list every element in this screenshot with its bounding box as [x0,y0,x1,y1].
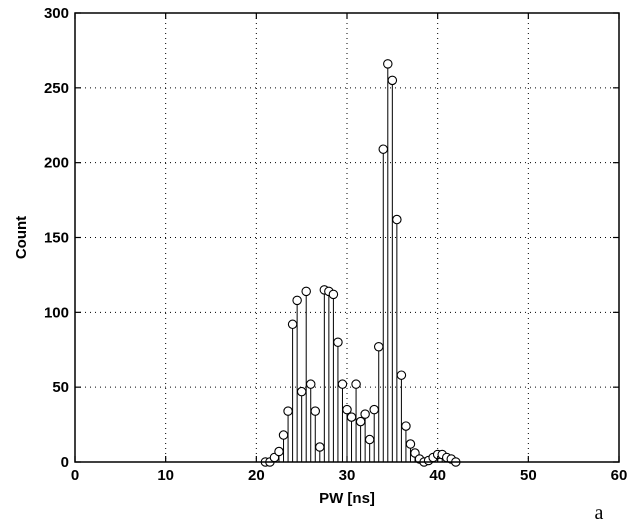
plot-frame [74,12,620,463]
stem-marker [305,379,316,389]
x-tick-label: 0 [71,467,79,484]
stem-marker [360,409,370,419]
stem-marker [292,295,302,306]
stem-marker [364,434,375,445]
stem-marker [315,442,325,452]
stem-series [260,59,461,467]
x-tick-label: 20 [248,467,265,484]
x-tick-label: 40 [429,467,446,484]
stem-marker [373,342,384,352]
y-tick-label: 0 [61,454,69,471]
y-tick-label: 200 [44,155,69,172]
stem-marker [333,337,343,348]
stem-marker [301,286,311,297]
y-tick-label: 100 [44,304,69,321]
stem-marker [392,214,402,225]
stem-marker [346,412,357,422]
x-tick-label: 30 [339,467,356,484]
y-axis-label: Count [13,216,30,259]
x-axis-label: PW [ns] [319,490,375,507]
grid [75,13,619,462]
stem-marker [401,421,411,431]
x-tick-label: 60 [611,467,628,484]
y-tick-label: 150 [44,230,69,247]
stem-marker [287,319,298,330]
stem-marker [310,406,321,416]
stem-marker [274,446,284,457]
stem-marker [355,416,366,427]
stem-marker [378,144,389,154]
panel-label: a [595,502,604,521]
axis-ticks: 0 10 20 30 40 50 60 0 50 100 150 200 250 300 [44,5,627,484]
stem-marker [337,379,348,389]
stem-marker [405,439,416,449]
stem-marker [369,404,379,415]
stem-marker [383,59,393,69]
stem-marker [278,430,289,440]
y-tick-label: 300 [44,5,69,22]
y-tick-label: 50 [52,379,69,396]
stem-marker [351,379,361,389]
stem-marker [328,289,339,300]
stem-marker [283,406,293,416]
x-tick-label: 50 [520,467,537,484]
y-tick-label: 250 [44,80,69,97]
x-tick-label: 10 [157,467,174,484]
stem-marker [296,386,307,397]
stem-marker [387,75,398,86]
stem-marker [396,370,407,380]
stem-marker [342,404,352,415]
